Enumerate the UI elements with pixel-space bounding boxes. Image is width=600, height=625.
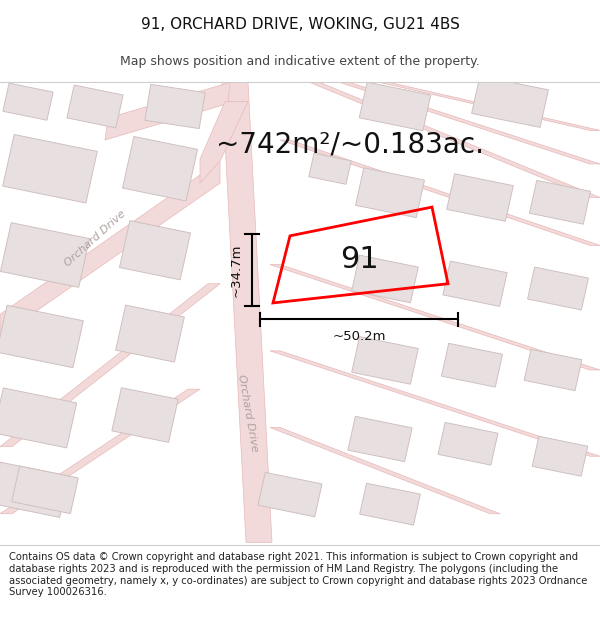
Polygon shape	[1, 222, 89, 288]
Polygon shape	[359, 82, 431, 131]
Polygon shape	[270, 428, 500, 514]
Text: ~742m²/~0.183ac.: ~742m²/~0.183ac.	[216, 131, 484, 159]
Polygon shape	[380, 82, 600, 131]
Polygon shape	[270, 264, 600, 370]
Polygon shape	[145, 84, 205, 129]
Polygon shape	[524, 349, 582, 391]
Text: Map shows position and indicative extent of the property.: Map shows position and indicative extent…	[120, 54, 480, 68]
Polygon shape	[310, 82, 600, 198]
Polygon shape	[105, 82, 230, 140]
Polygon shape	[270, 351, 600, 456]
Text: 91, ORCHARD DRIVE, WOKING, GU21 4BS: 91, ORCHARD DRIVE, WOKING, GU21 4BS	[140, 18, 460, 32]
Polygon shape	[352, 337, 418, 384]
Text: ~50.2m: ~50.2m	[332, 330, 386, 343]
Polygon shape	[3, 134, 97, 203]
Polygon shape	[67, 85, 123, 128]
Polygon shape	[0, 389, 200, 514]
Polygon shape	[0, 284, 220, 447]
Polygon shape	[472, 76, 548, 128]
Polygon shape	[0, 462, 69, 518]
Polygon shape	[122, 136, 197, 201]
Polygon shape	[532, 436, 588, 476]
Text: ~34.7m: ~34.7m	[229, 243, 242, 297]
Polygon shape	[222, 82, 272, 542]
Text: Contains OS data © Crown copyright and database right 2021. This information is : Contains OS data © Crown copyright and d…	[9, 552, 587, 598]
Polygon shape	[0, 305, 83, 368]
Polygon shape	[12, 466, 78, 514]
Polygon shape	[442, 343, 503, 387]
Polygon shape	[112, 388, 178, 442]
Polygon shape	[3, 83, 53, 120]
Polygon shape	[200, 102, 248, 183]
Text: 91: 91	[341, 245, 379, 274]
Polygon shape	[340, 82, 600, 164]
Polygon shape	[258, 472, 322, 517]
Polygon shape	[0, 388, 77, 448]
Polygon shape	[356, 168, 424, 217]
Polygon shape	[359, 483, 421, 525]
Polygon shape	[0, 161, 220, 336]
Polygon shape	[527, 267, 589, 310]
Polygon shape	[352, 255, 418, 302]
Polygon shape	[116, 305, 184, 362]
Polygon shape	[280, 140, 600, 246]
Polygon shape	[529, 181, 590, 224]
Polygon shape	[438, 422, 498, 465]
Polygon shape	[443, 261, 507, 306]
Polygon shape	[119, 221, 191, 280]
Text: Orchard Drive: Orchard Drive	[236, 374, 260, 452]
Polygon shape	[447, 174, 513, 221]
Text: Orchard Drive: Orchard Drive	[62, 209, 128, 269]
Polygon shape	[309, 153, 351, 184]
Polygon shape	[348, 416, 412, 462]
